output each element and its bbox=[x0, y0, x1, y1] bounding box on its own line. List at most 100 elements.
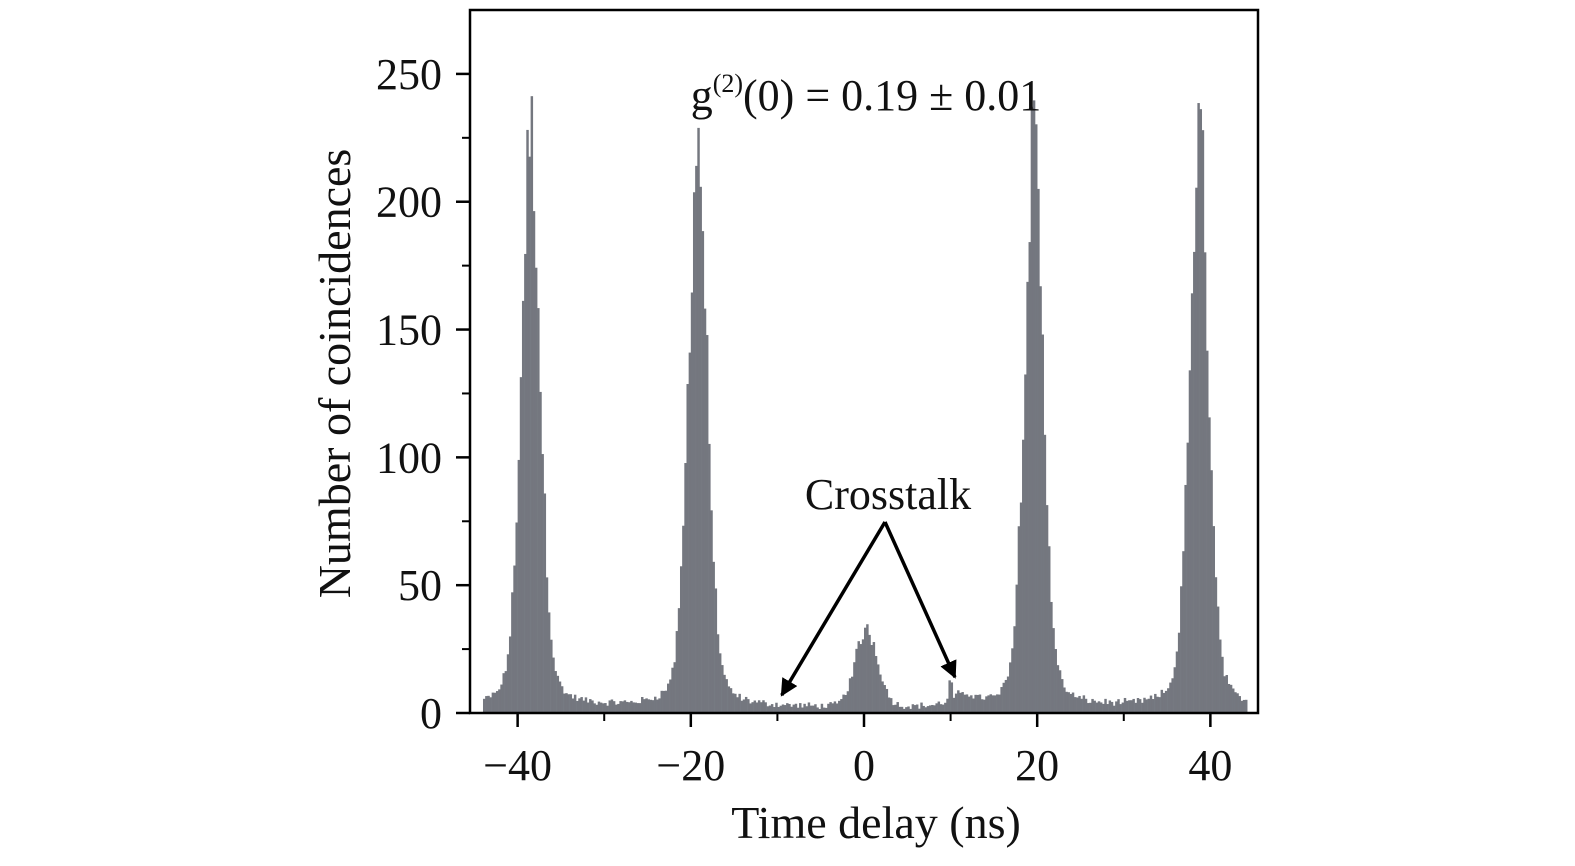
histogram-bar bbox=[983, 699, 986, 713]
histogram-bar bbox=[560, 686, 564, 713]
histogram-bar bbox=[511, 592, 514, 713]
histogram-bar bbox=[762, 700, 765, 713]
histogram-bar bbox=[1214, 577, 1218, 713]
histogram-bar bbox=[649, 699, 653, 713]
histogram-bar bbox=[1078, 695, 1081, 713]
histogram-bar bbox=[883, 685, 886, 713]
histogram-bar bbox=[799, 703, 802, 713]
histogram-bar bbox=[967, 696, 971, 713]
histogram-bar bbox=[1151, 699, 1155, 713]
histogram-bar bbox=[734, 693, 737, 713]
histogram-bar bbox=[872, 642, 876, 713]
histogram-bar bbox=[664, 690, 668, 713]
histogram-bar bbox=[885, 688, 889, 713]
histogram-bar bbox=[591, 700, 594, 713]
histogram-bar bbox=[593, 703, 596, 713]
histogram-bar bbox=[1219, 639, 1222, 713]
histogram-bar bbox=[753, 700, 757, 713]
histogram-bar bbox=[485, 696, 488, 713]
histogram-bar bbox=[907, 706, 910, 713]
histogram-bar bbox=[545, 577, 549, 713]
histogram-bar bbox=[1091, 698, 1094, 713]
histogram-bar bbox=[569, 694, 573, 713]
histogram-bar bbox=[573, 694, 577, 713]
histogram-bar bbox=[1164, 690, 1168, 713]
histogram-bar bbox=[935, 703, 938, 713]
histogram-bar bbox=[965, 694, 969, 713]
y-tick-label: 200 bbox=[376, 178, 442, 227]
histogram-bar bbox=[528, 156, 531, 714]
histogram-bar bbox=[835, 703, 839, 713]
histogram-bar bbox=[892, 705, 895, 713]
histogram-bar bbox=[781, 704, 785, 713]
histogram-bar bbox=[961, 692, 964, 713]
histogram-bar bbox=[1199, 109, 1203, 713]
histogram-bar bbox=[820, 703, 824, 713]
histogram-bar bbox=[1093, 700, 1096, 713]
histogram-bar bbox=[1024, 374, 1027, 713]
histogram-bar bbox=[660, 690, 663, 713]
histogram-bar bbox=[1232, 688, 1235, 713]
histogram-bar bbox=[532, 211, 536, 713]
histogram-bar bbox=[985, 696, 988, 713]
histogram-bar bbox=[641, 697, 644, 713]
histogram-bar bbox=[833, 701, 837, 713]
histogram-bar bbox=[1104, 698, 1107, 713]
histogram-bar bbox=[809, 705, 813, 713]
histogram-bar bbox=[1158, 697, 1161, 713]
histogram-bar bbox=[723, 674, 726, 713]
histogram-bar bbox=[487, 695, 490, 713]
histogram-bar bbox=[911, 704, 915, 713]
histogram-bar bbox=[1097, 701, 1101, 713]
histogram-bar bbox=[1030, 106, 1034, 713]
histogram-bar bbox=[1086, 703, 1090, 713]
histogram-bar bbox=[1080, 698, 1083, 713]
g2-superscript: (2) bbox=[713, 69, 743, 98]
histogram-bar bbox=[874, 656, 878, 713]
g2-prefix: g bbox=[691, 71, 713, 120]
histogram-bar bbox=[675, 631, 679, 713]
axis-ticks bbox=[456, 72, 1212, 727]
histogram-bar bbox=[599, 702, 603, 713]
histogram-bar bbox=[812, 705, 815, 713]
histogram-bar bbox=[656, 699, 659, 713]
histogram-bar bbox=[634, 702, 637, 713]
histogram-bar bbox=[684, 463, 687, 713]
histogram-bar bbox=[610, 699, 614, 713]
histogram-bar bbox=[1128, 700, 1131, 713]
histogram-bar bbox=[547, 612, 551, 713]
histogram-bar bbox=[727, 686, 731, 713]
histogram-bar bbox=[905, 707, 908, 713]
histogram-bar bbox=[1227, 683, 1231, 713]
histogram-bar bbox=[1156, 696, 1159, 713]
histogram-bar bbox=[558, 681, 562, 713]
histogram-bar bbox=[926, 706, 930, 713]
histogram-bar bbox=[1061, 679, 1064, 713]
histogram-bar bbox=[976, 694, 980, 713]
histogram-bar bbox=[937, 701, 941, 713]
histogram-bar bbox=[857, 641, 860, 713]
histogram-bar bbox=[1149, 695, 1153, 713]
histogram-bar bbox=[950, 682, 954, 713]
histogram-bar bbox=[1136, 698, 1140, 713]
histogram-bar bbox=[887, 697, 891, 713]
histogram-bar bbox=[1225, 675, 1228, 713]
histogram-bar bbox=[1069, 693, 1073, 713]
histogram-bar bbox=[846, 691, 850, 713]
histogram-bar bbox=[1175, 651, 1179, 713]
histogram-bar bbox=[612, 701, 616, 713]
histogram-bar bbox=[1048, 546, 1051, 713]
y-tick-label: 250 bbox=[376, 50, 442, 99]
histogram-bar bbox=[946, 698, 949, 713]
histogram-bar bbox=[554, 671, 557, 713]
histogram-bar bbox=[786, 703, 789, 713]
y-axis-label: Number of coincidences bbox=[309, 149, 360, 599]
histogram-bar bbox=[688, 352, 692, 713]
histogram-bar bbox=[502, 673, 505, 713]
histogram-bar bbox=[565, 693, 568, 713]
histogram-bar bbox=[1045, 505, 1049, 713]
histogram-bar bbox=[902, 708, 906, 713]
histogram-bar bbox=[894, 704, 897, 713]
histogram-bar bbox=[729, 688, 733, 713]
histogram-bar bbox=[1190, 293, 1194, 713]
